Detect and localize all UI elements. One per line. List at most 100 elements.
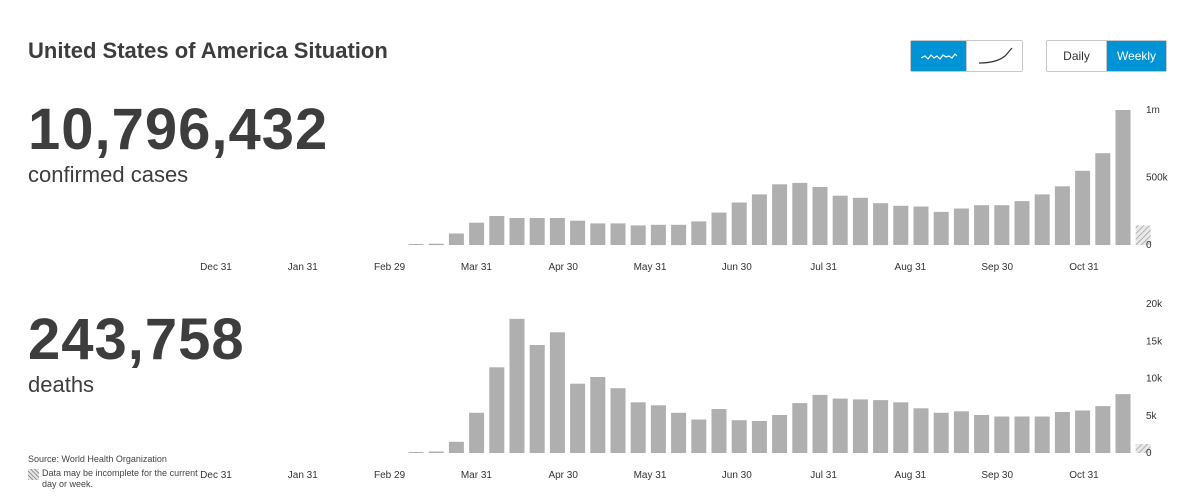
cumulative-curve-icon xyxy=(978,47,1012,64)
cases-x-tick-label: Mar 31 xyxy=(461,262,493,273)
cases-bar xyxy=(408,244,424,245)
deaths-bar xyxy=(671,412,687,453)
cases-bar xyxy=(1115,110,1131,245)
deaths-y-tick-label: 20k xyxy=(1146,299,1163,310)
cases-bar xyxy=(590,223,606,245)
source-note: Source: World Health Organization xyxy=(28,454,167,464)
deaths-bar xyxy=(1075,410,1091,453)
confirmed-cases-chart: Dec 31 Jan 31 Feb 29 Mar 31 Apr 30 May 31 Jun … xyxy=(200,105,1169,273)
cases-bar xyxy=(691,221,707,245)
cases-bar xyxy=(1135,225,1151,245)
period-toggle: Daily Weekly xyxy=(1046,40,1167,72)
deaths-bar xyxy=(731,420,747,453)
deaths-bar xyxy=(489,367,505,453)
cases-bar xyxy=(772,184,788,246)
page-title: United States of America Situation xyxy=(28,38,388,63)
cases-bar xyxy=(852,197,868,246)
incomplete-data-note: Data may be incomplete for the current d… xyxy=(28,468,208,490)
cases-bar xyxy=(792,182,808,245)
cases-bar xyxy=(448,233,464,245)
deaths-label: deaths xyxy=(28,372,95,397)
cases-bar xyxy=(549,218,565,245)
cases-bar xyxy=(974,205,990,245)
deaths-bar xyxy=(1054,412,1070,453)
deaths-bar xyxy=(570,383,586,453)
deaths-bar xyxy=(630,402,646,453)
deaths-x-tick-label: May 31 xyxy=(634,470,667,481)
deaths-y-tick-label: 5k xyxy=(1146,411,1158,422)
deaths-bar xyxy=(953,411,969,453)
cumulative-curve-toggle-button[interactable] xyxy=(966,41,1022,71)
cases-bar xyxy=(953,208,969,245)
deaths-bar xyxy=(852,399,868,453)
cases-bar xyxy=(812,187,828,245)
cases-y-tick-label: 1m xyxy=(1146,105,1160,116)
wavy-line-toggle-button[interactable] xyxy=(911,41,966,71)
deaths-bar xyxy=(711,409,727,453)
deaths-x-tick-label: Sep 30 xyxy=(981,470,1013,481)
cases-bar xyxy=(610,223,626,245)
deaths-bar xyxy=(832,398,848,453)
cases-bar xyxy=(731,202,747,245)
cases-bar xyxy=(994,205,1010,245)
deaths-x-tick-label: Apr 30 xyxy=(548,470,578,481)
deaths-bar xyxy=(792,403,808,453)
cases-bar xyxy=(529,218,545,245)
deaths-bar xyxy=(590,377,606,453)
cases-bar xyxy=(469,222,485,245)
weekly-button[interactable]: Weekly xyxy=(1106,41,1166,71)
cases-bar xyxy=(1014,201,1030,245)
cases-bar xyxy=(832,195,848,245)
cases-x-tick-label: May 31 xyxy=(634,262,667,273)
deaths-bar xyxy=(751,421,767,453)
deaths-bar xyxy=(1115,394,1131,453)
deaths-total: 243,758 xyxy=(28,307,245,372)
cases-bar xyxy=(913,206,929,245)
deaths-x-tick-label: Jun 30 xyxy=(722,470,752,481)
cases-bar xyxy=(1054,186,1070,245)
deaths-bar xyxy=(469,412,485,453)
cases-bar xyxy=(570,220,586,245)
deaths-x-tick-label: Aug 31 xyxy=(895,470,927,481)
deaths-bar xyxy=(812,394,828,453)
cases-bar xyxy=(711,212,727,245)
cases-x-tick-label: Jan 31 xyxy=(288,262,318,273)
deaths-y-tick-label: 10k xyxy=(1146,374,1163,385)
deaths-bar xyxy=(509,318,525,453)
deaths-bar xyxy=(994,416,1010,453)
confirmed-cases-label: confirmed cases xyxy=(28,162,189,187)
cases-x-tick-label: Oct 31 xyxy=(1069,262,1099,273)
deaths-bar xyxy=(772,415,788,453)
deaths-bar xyxy=(448,441,464,453)
deaths-x-tick-label: Dec 31 xyxy=(200,470,232,481)
cases-bar xyxy=(489,216,505,245)
cases-y-tick-label: 0 xyxy=(1146,240,1152,251)
deaths-y-tick-label: 15k xyxy=(1146,336,1163,347)
cases-bar xyxy=(650,224,666,246)
deaths-bar xyxy=(1135,444,1151,453)
cases-bar xyxy=(1034,194,1050,245)
deaths-bar xyxy=(933,412,949,453)
cases-x-tick-label: Jun 30 xyxy=(722,262,752,273)
deaths-bar xyxy=(893,402,909,453)
deaths-bar xyxy=(691,419,707,453)
deaths-bar xyxy=(1014,416,1030,453)
deaths-chart: Dec 31 Jan 31 Feb 29 Mar 31 Apr 30 May 31 Jun … xyxy=(200,299,1163,481)
cases-bar xyxy=(873,203,889,246)
confirmed-cases-total: 10,796,432 xyxy=(28,97,329,162)
cases-bar xyxy=(1075,170,1091,246)
incomplete-data-text: Data may be incomplete for the current d… xyxy=(42,468,198,489)
deaths-bar xyxy=(873,400,889,453)
deaths-bar xyxy=(549,332,565,453)
cases-bar xyxy=(671,224,687,246)
deaths-bar xyxy=(1095,406,1111,453)
cases-x-tick-label: Dec 31 xyxy=(200,262,232,273)
cases-x-tick-label: Sep 30 xyxy=(981,262,1013,273)
deaths-x-tick-label: Jan 31 xyxy=(288,470,318,481)
daily-button[interactable]: Daily xyxy=(1047,41,1106,71)
cases-x-tick-label: Aug 31 xyxy=(895,262,927,273)
cases-bar xyxy=(509,218,525,245)
hatch-legend-icon xyxy=(28,469,39,480)
deaths-bar xyxy=(1034,416,1050,453)
cases-bar xyxy=(428,243,444,246)
